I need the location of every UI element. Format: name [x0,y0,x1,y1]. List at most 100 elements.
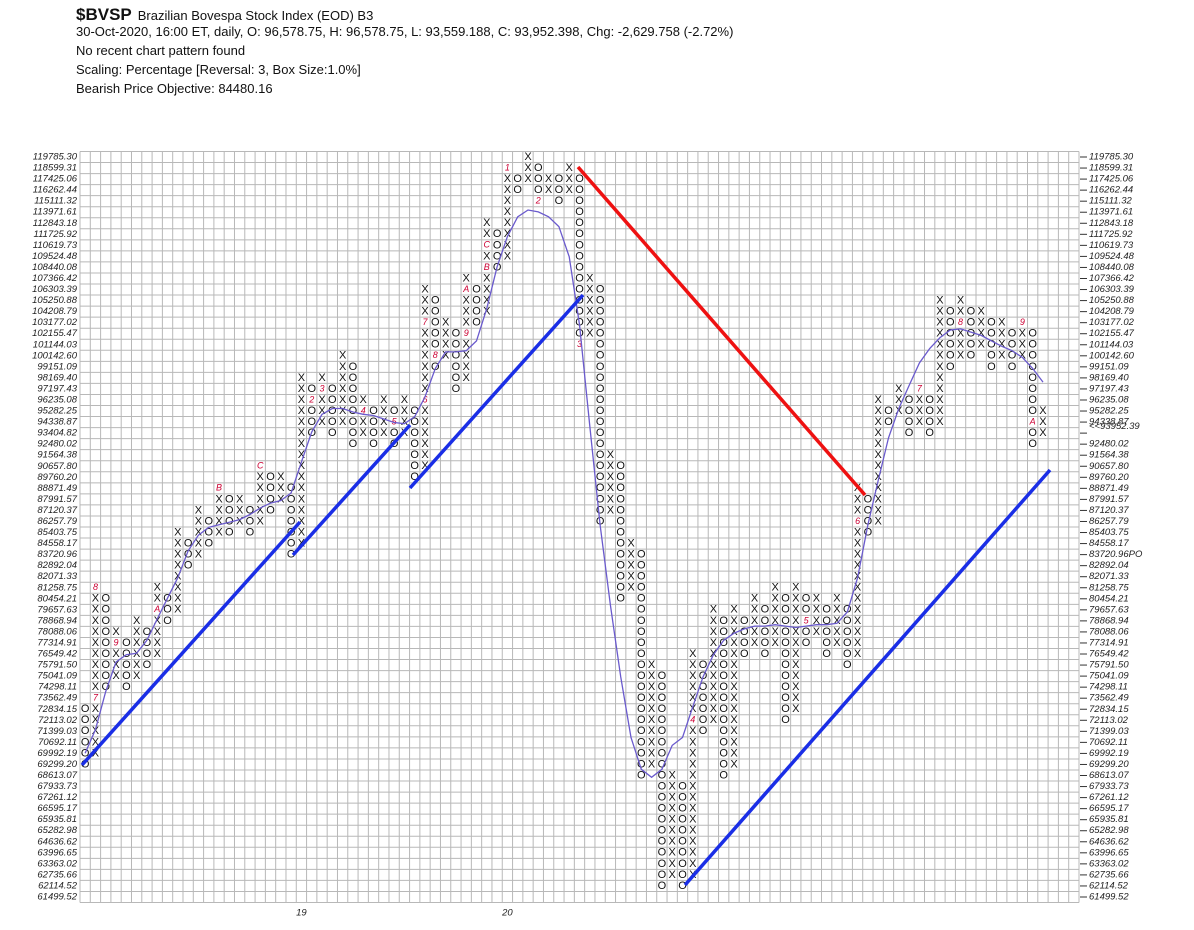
x-box: X [792,604,800,616]
x-box: X [854,648,862,660]
o-box: O [307,405,316,417]
o-box: O [719,714,728,726]
y-tick-label-right: 99151.09 [1089,361,1129,372]
o-box: O [843,648,852,660]
y-tick-label-right: 91564.38 [1089,450,1129,461]
x-box: X [669,825,677,837]
x-box: X [977,306,985,318]
o-box: O [637,725,646,737]
x-box: X [545,173,553,185]
trend-line [291,423,412,557]
x-box: X [710,681,718,693]
x-box: X [421,328,429,340]
x-box: X [627,571,635,583]
x-box: X [154,593,162,605]
o-box: O [596,294,605,306]
x-box: X [421,383,429,395]
y-tick-label: 69299.20 [37,759,77,770]
year-label: 19 [296,908,307,919]
y-tick-label: 102155.47 [32,328,78,339]
price-objective: Bearish Price Objective: 84480.16 [76,81,273,96]
o-box: O [658,703,667,715]
x-box: X [504,206,512,218]
o-box: O [575,328,584,340]
x-box: X [772,582,780,594]
month-marker: A [1029,416,1036,426]
y-tick-label-right: 73562.49 [1089,693,1129,704]
x-box: X [854,582,862,594]
o-box: O [369,416,378,428]
o-box: O [946,328,955,340]
x-box: X [648,703,656,715]
x-box: X [586,283,594,295]
x-box: X [298,504,306,516]
y-tick-label: 65935.81 [37,814,77,825]
y-tick-label-right: 68613.07 [1089,770,1129,781]
x-box: X [730,615,738,627]
o-box: O [287,549,296,561]
x-box: X [215,504,223,516]
o-box: O [616,493,625,505]
o-box: O [658,769,667,781]
o-box: O [781,637,790,649]
x-box: X [792,582,800,594]
o-box: O [349,405,358,417]
y-tick-label-right: 85403.75 [1089,527,1129,538]
o-box: O [719,670,728,682]
o-box: O [307,383,316,395]
x-box: X [998,317,1006,329]
o-box: O [864,493,873,505]
month-marker: B [484,262,490,272]
x-box: X [92,714,100,726]
x-box: X [792,692,800,704]
x-box: X [257,504,265,516]
y-tick-label-right: 97197.43 [1089,383,1129,394]
y-tick-label: 98169.40 [37,372,77,383]
x-box: X [277,482,285,494]
x-box: X [751,615,759,627]
y-tick-label: 70692.11 [38,737,77,748]
x-box: X [936,328,944,340]
x-box: X [607,471,615,483]
o-box: O [905,405,914,417]
o-box: O [678,825,687,837]
o-box: O [143,648,152,660]
trend-line [408,293,585,490]
x-box: X [339,405,347,417]
month-marker: B [216,483,222,493]
o-box: O [946,317,955,329]
o-box: O [266,493,275,505]
o-box: O [349,427,358,439]
pnf-column: OO [513,173,522,196]
y-tick-label-right: 77314.91 [1089,637,1129,648]
o-box: O [719,659,728,671]
o-box: O [101,626,110,638]
o-box: O [925,405,934,417]
o-box: O [843,626,852,638]
o-box: O [699,703,708,715]
o-box: O [637,769,646,781]
pnf-column: XX [545,173,553,196]
x-box: X [380,394,388,406]
x-box: X [318,372,326,384]
y-tick-label: 67933.73 [37,781,77,792]
x-box: X [710,626,718,638]
o-box: O [575,195,584,207]
o-box: O [616,504,625,516]
month-marker: 8 [93,582,98,592]
o-box: O [452,361,461,373]
o-box: O [719,681,728,693]
x-box: X [92,736,100,748]
o-box: O [637,571,646,583]
y-tick-label-right: 75041.09 [1089,671,1129,682]
o-box: O [719,626,728,638]
o-box: O [122,681,131,693]
